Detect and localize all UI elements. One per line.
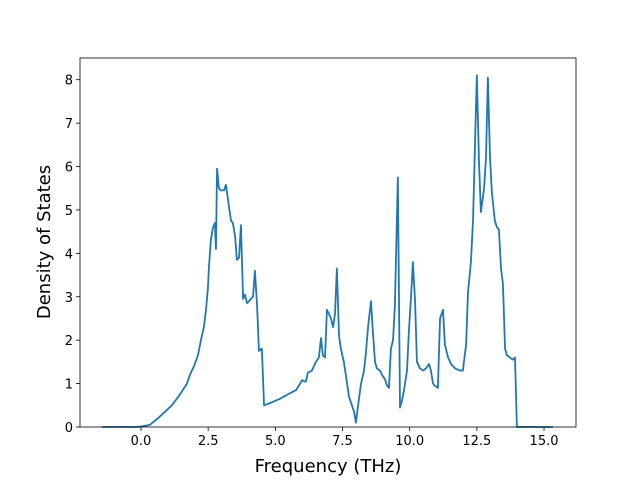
y-tick-label: 5 [65, 204, 73, 219]
x-tick-label: 15.0 [530, 434, 559, 449]
y-axis-label: Density of States [34, 165, 55, 319]
x-tick-label: 0.0 [131, 434, 152, 449]
y-tick-label: 7 [65, 117, 73, 132]
x-tick-label: 2.5 [198, 434, 219, 449]
plot-frame [79, 57, 577, 428]
y-tick-label: 6 [65, 161, 73, 176]
y-tick-label: 8 [65, 74, 73, 89]
y-tick-label: 2 [65, 334, 73, 349]
line-series [102, 74, 553, 428]
y-tick-label: 3 [65, 291, 73, 306]
y-tick-label: 0 [65, 421, 73, 436]
x-axis-label: Frequency (THz) [255, 456, 402, 477]
x-tick-label: 5.0 [265, 434, 286, 449]
x-tick-label: 12.5 [462, 434, 491, 449]
x-tick-label: 7.5 [332, 434, 353, 449]
y-tick-label: 4 [65, 247, 73, 262]
y-tick-label: 1 [65, 378, 73, 393]
x-tick-label: 10.0 [395, 434, 424, 449]
